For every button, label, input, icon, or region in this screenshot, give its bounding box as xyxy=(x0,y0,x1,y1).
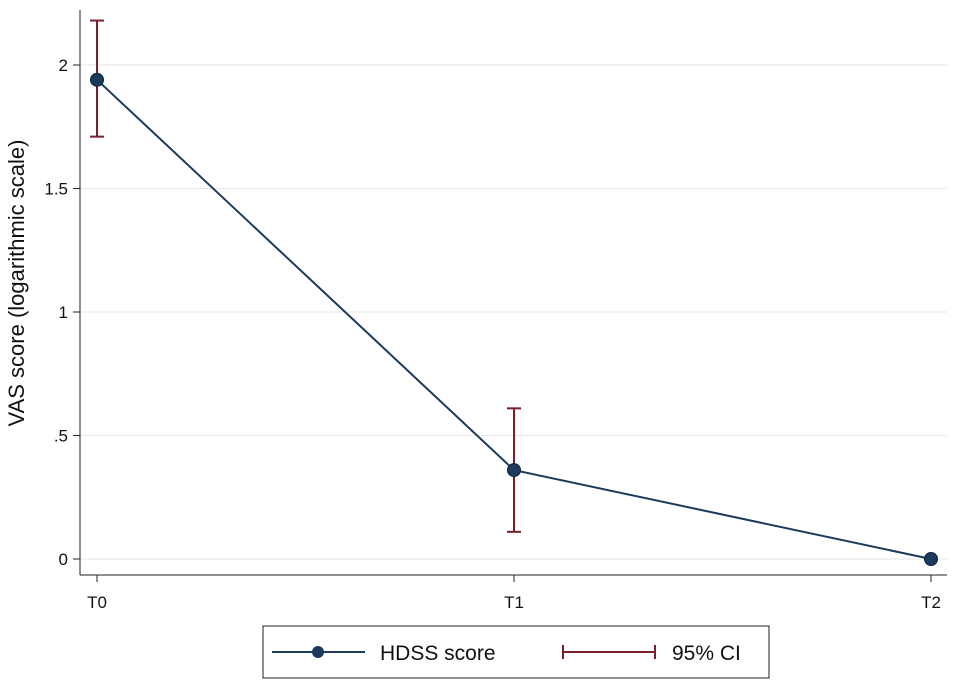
y-axis-ticks: 0 .5 1 1.5 2 xyxy=(44,56,80,569)
data-point-t2 xyxy=(924,552,938,566)
data-point-t0 xyxy=(90,72,104,87)
legend-series-marker-swatch xyxy=(312,646,324,658)
y-axis-title: VAS score (logarithmic scale) xyxy=(4,140,29,427)
gridlines xyxy=(80,64,947,560)
legend-ci-swatch xyxy=(562,645,656,659)
legend-ci-label: 95% CI xyxy=(672,642,741,665)
y-tick-label-1: .5 xyxy=(54,427,68,446)
x-tick-label-t0: T0 xyxy=(87,593,107,612)
y-tick-label-4: 2 xyxy=(59,56,68,75)
y-tick-label-2: 1 xyxy=(59,303,68,322)
x-tick-label-t1: T1 xyxy=(504,593,524,612)
x-axis-ticks: T0 T1 T2 xyxy=(87,575,941,612)
x-tick-label-t2: T2 xyxy=(921,593,941,612)
y-tick-label-3: 1.5 xyxy=(44,180,68,199)
legend: HDSS score 95% CI xyxy=(262,625,770,679)
y-tick-label-0: 0 xyxy=(59,550,68,569)
data-point-t1 xyxy=(507,463,521,478)
series-points-layer xyxy=(90,72,938,566)
legend-series-label: HDSS score xyxy=(380,642,496,665)
